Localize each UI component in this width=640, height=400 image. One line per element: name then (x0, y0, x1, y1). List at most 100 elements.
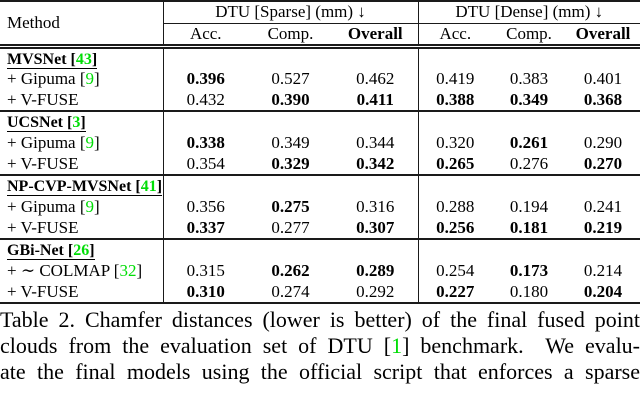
method-name: GBi-Net [26] (0, 239, 163, 261)
cell-value: 0.356 (162, 196, 248, 218)
cell-value: 0.194 (509, 197, 549, 216)
table-row: UCSNet [3] (0, 110, 640, 133)
cell-value: 0.204 (566, 281, 640, 304)
table-row: + V-FUSE 0.337 0.277 0.307 0.256 0.181 0… (0, 217, 640, 240)
row-label: + Gipuma [9] (7, 197, 100, 216)
cell-value: 0.320 (417, 132, 493, 154)
cell-value: 0.337 (162, 217, 248, 240)
citation-link[interactable]: 43 (75, 50, 92, 68)
table-row: + Gipuma [9] 0.396 0.527 0.462 0.419 0.3… (0, 68, 640, 90)
cell-value: 0.274 (248, 281, 333, 304)
table-row: Method DTU [Sparse] (mm) ↓ DTU [Dense] (… (0, 0, 640, 49)
column-header-overall-sparse: Overall (333, 23, 419, 49)
cell-value: 0.288 (417, 196, 493, 218)
cell-value: 0.338 (162, 132, 248, 154)
cell-value: 0.214 (583, 261, 623, 280)
cell-value: 0.462 (356, 69, 395, 88)
table-row: + V-FUSE 0.432 0.390 0.411 0.388 0.349 0… (0, 89, 640, 112)
cell-value: 0.310 (162, 281, 248, 304)
cell-value: 0.254 (417, 260, 493, 282)
table-row: GBi-Net [26] (0, 238, 640, 261)
cell-value: 0.276 (492, 153, 567, 176)
empty-cell (417, 174, 640, 197)
method-text: ] (80, 114, 86, 131)
cell-value: 0.344 (356, 133, 395, 152)
citation-link[interactable]: 1 (391, 332, 403, 358)
cell-value: 0.432 (162, 89, 248, 112)
cell-value: 0.290 (583, 133, 623, 152)
cell-value: 0.349 (492, 89, 567, 112)
citation-link[interactable]: 32 (119, 261, 137, 280)
cell-value: 0.256 (417, 217, 493, 240)
method-name: MVSNet [43] (0, 46, 163, 69)
empty-cell (162, 46, 419, 69)
cell-value: 0.316 (356, 197, 395, 216)
method-text: NP-CVP-MVSNet [ (7, 178, 141, 195)
citation-link[interactable]: 3 (72, 114, 81, 131)
cell-value: 0.289 (356, 261, 395, 280)
cell-value: 0.307 (333, 217, 419, 240)
citation-link[interactable]: 9 (85, 197, 95, 216)
citation-link[interactable]: 9 (85, 69, 95, 88)
cell-value: 0.241 (583, 197, 623, 216)
method-text: ] (91, 50, 98, 68)
cell-value: 0.270 (566, 153, 640, 176)
column-header-acc-dense: Acc. (417, 23, 493, 49)
table-row: + V-FUSE 0.354 0.329 0.342 0.265 0.276 0… (0, 153, 640, 176)
cell-value: 0.261 (509, 133, 549, 152)
method-text: GBi-Net [ (7, 242, 74, 259)
cell-value: 0.292 (333, 281, 419, 304)
empty-cell (417, 110, 640, 133)
caption-line-2: clouds from the evaluation set of DTU [1… (0, 332, 640, 358)
cell-value: 0.275 (271, 197, 310, 216)
caption-line-3: ate the final models using the official … (0, 358, 640, 384)
table-row: + ∼ COLMAP [32] 0.315 0.262 0.289 0.254 … (0, 260, 640, 282)
cell-value: 0.315 (162, 260, 248, 282)
row-label: + V-FUSE (0, 153, 163, 176)
row-label: + V-FUSE (0, 89, 163, 112)
cell-value: 0.342 (333, 153, 419, 176)
cell-value: 0.419 (417, 68, 493, 90)
cell-value: 0.383 (509, 69, 549, 88)
cell-value: 0.390 (248, 89, 333, 112)
table-row: NP-CVP-MVSNet [41] (0, 174, 640, 197)
method-text: ] (156, 178, 163, 195)
group-header-sparse: DTU [Sparse] (mm) ↓ (162, 0, 419, 24)
empty-cell (162, 174, 419, 197)
empty-cell (417, 238, 640, 261)
cell-value: 0.329 (248, 153, 333, 176)
cell-value: 0.219 (566, 217, 640, 240)
cell-value: 0.227 (417, 281, 493, 304)
cell-value: 0.354 (162, 153, 248, 176)
cell-value: 0.527 (271, 69, 310, 88)
cell-value: 0.262 (271, 261, 310, 280)
cell-value: 0.396 (162, 68, 248, 90)
cell-value: 0.180 (492, 281, 567, 304)
cell-value: 0.388 (417, 89, 493, 112)
cell-value: 0.181 (492, 217, 567, 240)
table-row: + V-FUSE 0.310 0.274 0.292 0.227 0.180 0… (0, 281, 640, 304)
method-text: ] (89, 242, 95, 259)
method-text: UCSNet [ (7, 114, 73, 131)
cell-value: 0.401 (583, 69, 623, 88)
results-table: Method DTU [Sparse] (mm) ↓ DTU [Dense] (… (0, 0, 640, 304)
citation-link[interactable]: 41 (140, 178, 157, 195)
row-label: + V-FUSE (0, 217, 163, 240)
caption-line-1: Table 2. Chamfer distances (lower is bet… (0, 306, 640, 332)
row-label: + ∼ COLMAP [32] (7, 261, 143, 280)
citation-link[interactable]: 26 (73, 242, 90, 259)
method-text: MVSNet [ (7, 50, 76, 68)
cell-value: 0.349 (271, 133, 310, 152)
column-header-comp-dense: Comp. (492, 23, 567, 49)
method-column-header: Method (0, 0, 163, 49)
group-header-dense: DTU [Dense] (mm) ↓ (417, 0, 640, 24)
table-row: MVSNet [43] (0, 46, 640, 69)
row-label: + V-FUSE (0, 281, 163, 304)
empty-cell (162, 110, 419, 133)
table-caption: Table 2. Chamfer distances (lower is bet… (0, 307, 640, 385)
table-row: + Gipuma [9] 0.356 0.275 0.316 0.288 0.1… (0, 196, 640, 218)
empty-cell (162, 238, 419, 261)
citation-link[interactable]: 9 (85, 133, 95, 152)
column-header-comp-sparse: Comp. (248, 23, 333, 49)
